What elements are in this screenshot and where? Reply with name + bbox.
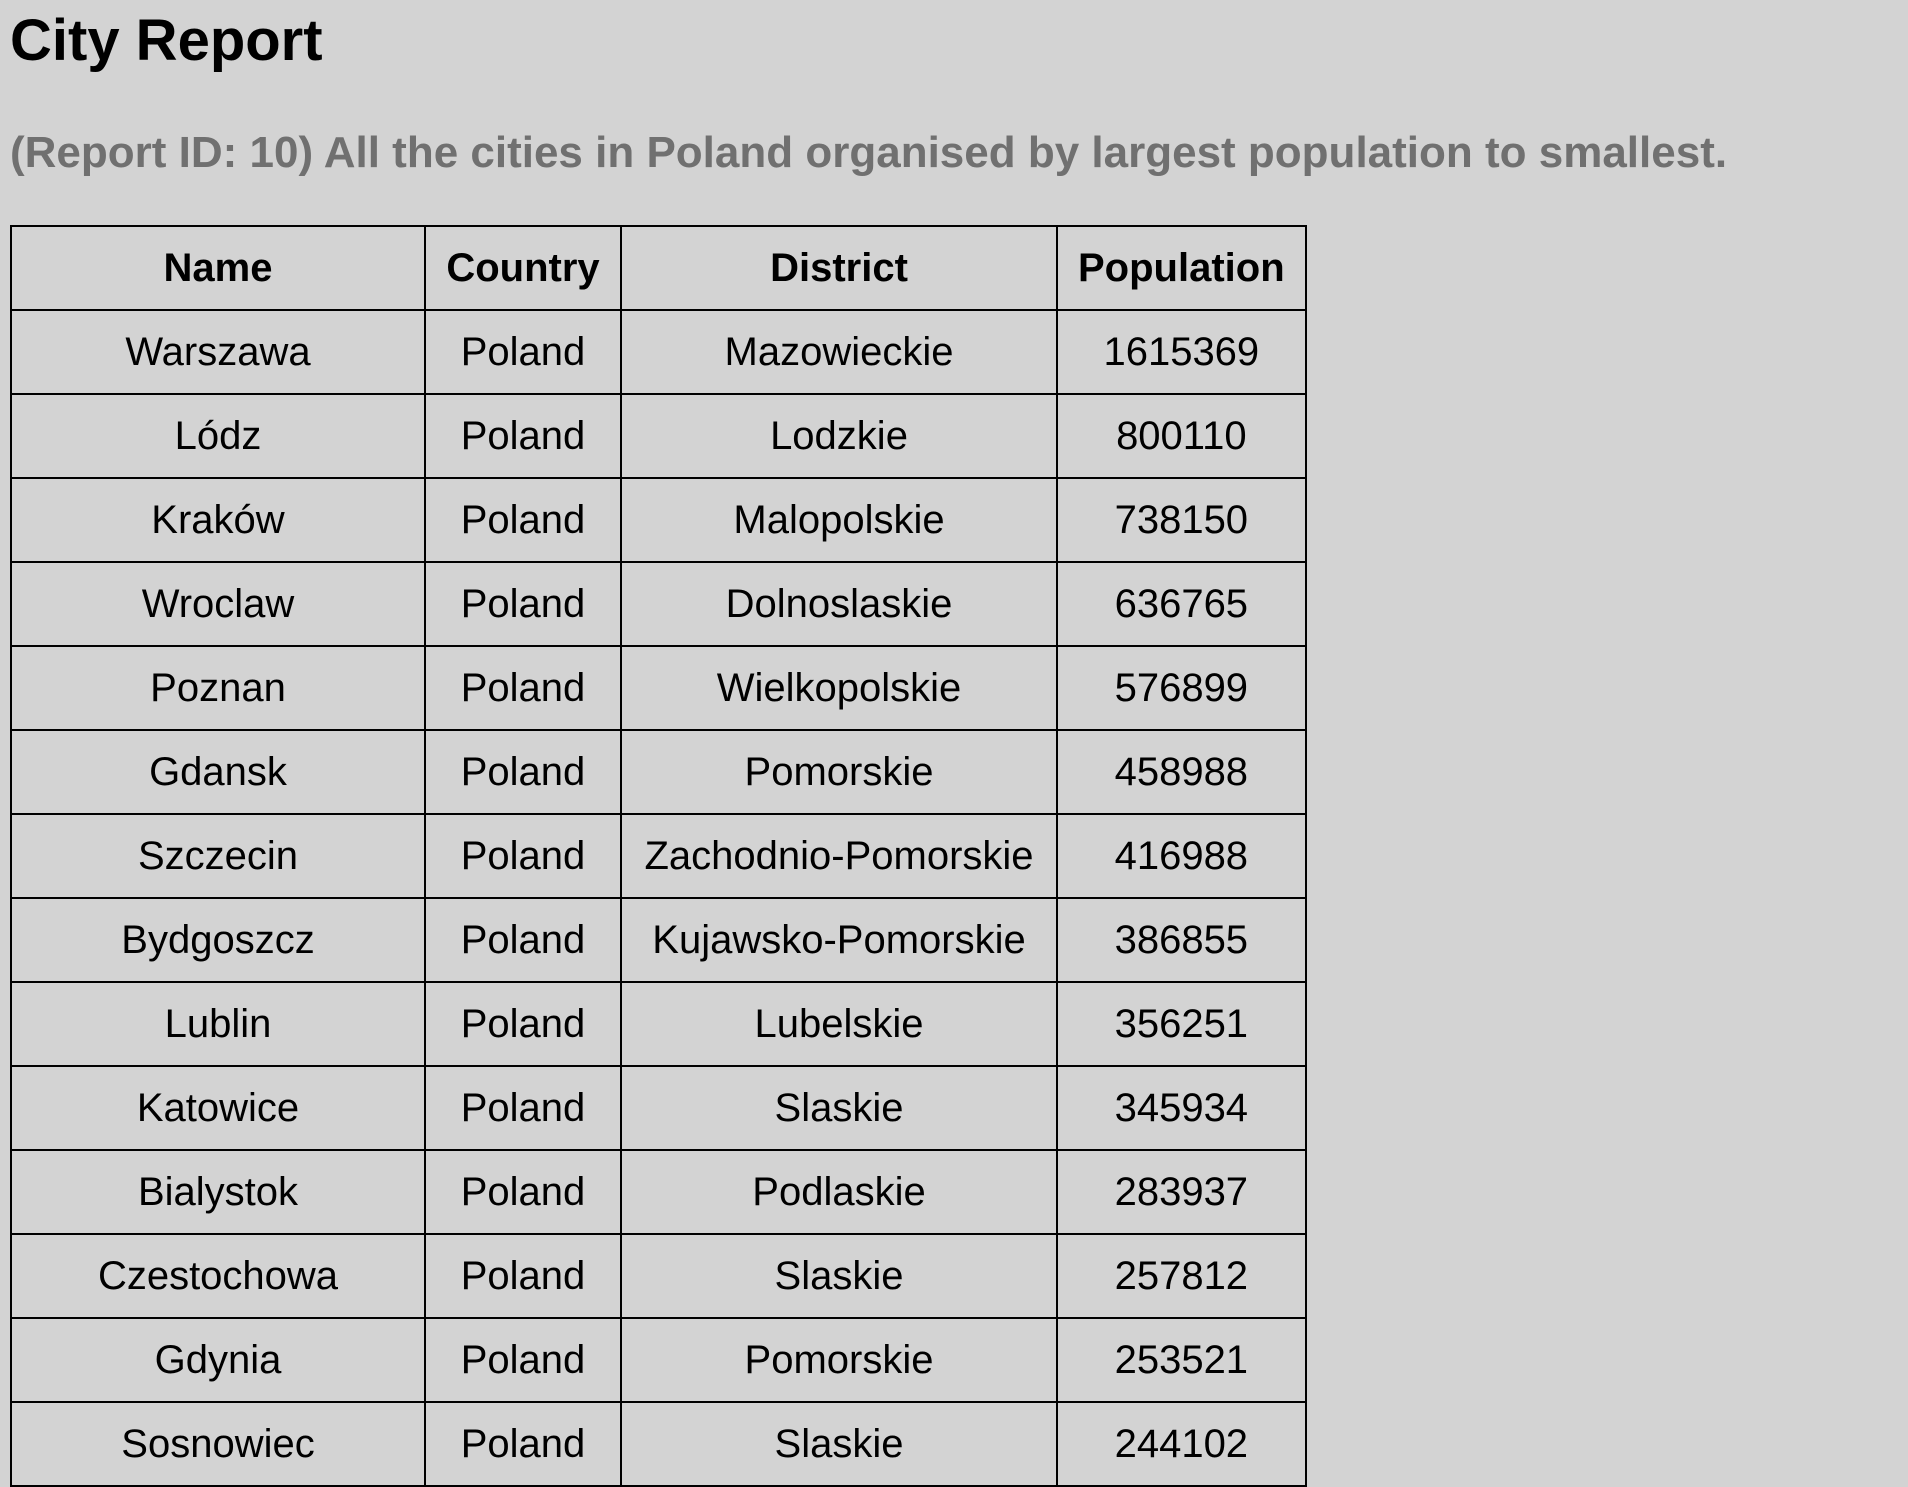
cell-name: Lódz [10, 393, 426, 479]
table-row: Bialystok Poland Podlaskie 283937 [10, 1149, 1307, 1235]
cell-country: Poland [424, 813, 622, 899]
table-row: Czestochowa Poland Slaskie 257812 [10, 1233, 1307, 1319]
cell-district: Slaskie [620, 1065, 1058, 1151]
cell-district: Kujawsko-Pomorskie [620, 897, 1058, 983]
cell-name: Warszawa [10, 309, 426, 395]
cell-population: 1615369 [1056, 309, 1307, 395]
cell-country: Poland [424, 1401, 622, 1487]
cell-name: Czestochowa [10, 1233, 426, 1319]
header-district: District [620, 225, 1058, 311]
cell-population: 738150 [1056, 477, 1307, 563]
header-name: Name [10, 225, 426, 311]
cell-district: Podlaskie [620, 1149, 1058, 1235]
cell-country: Poland [424, 309, 622, 395]
cell-name: Szczecin [10, 813, 426, 899]
cell-district: Pomorskie [620, 1317, 1058, 1403]
cell-population: 458988 [1056, 729, 1307, 815]
table-header-row: Name Country District Population [10, 225, 1307, 311]
header-country: Country [424, 225, 622, 311]
cell-country: Poland [424, 729, 622, 815]
cell-population: 253521 [1056, 1317, 1307, 1403]
table-row: Katowice Poland Slaskie 345934 [10, 1065, 1307, 1151]
cell-population: 356251 [1056, 981, 1307, 1067]
report-page: City Report (Report ID: 10) All the citi… [10, 0, 1900, 1487]
cell-country: Poland [424, 1065, 622, 1151]
cell-district: Lodzkie [620, 393, 1058, 479]
cell-population: 244102 [1056, 1401, 1307, 1487]
table-body: Warszawa Poland Mazowieckie 1615369 Lódz… [10, 309, 1307, 1487]
cell-country: Poland [424, 1149, 622, 1235]
cell-name: Sosnowiec [10, 1401, 426, 1487]
cell-name: Wroclaw [10, 561, 426, 647]
cell-population: 636765 [1056, 561, 1307, 647]
cell-population: 257812 [1056, 1233, 1307, 1319]
cell-district: Slaskie [620, 1233, 1058, 1319]
cell-population: 416988 [1056, 813, 1307, 899]
cell-country: Poland [424, 477, 622, 563]
cell-country: Poland [424, 981, 622, 1067]
cell-country: Poland [424, 897, 622, 983]
report-description: (Report ID: 10) All the cities in Poland… [10, 128, 1728, 177]
cell-population: 283937 [1056, 1149, 1307, 1235]
cell-name: Gdynia [10, 1317, 426, 1403]
table-row: Szczecin Poland Zachodnio-Pomorskie 4169… [10, 813, 1307, 899]
table-row: Warszawa Poland Mazowieckie 1615369 [10, 309, 1307, 395]
header-population: Population [1056, 225, 1307, 311]
cell-country: Poland [424, 645, 622, 731]
cell-district: Slaskie [620, 1401, 1058, 1487]
table-row: Poznan Poland Wielkopolskie 576899 [10, 645, 1307, 731]
cell-district: Wielkopolskie [620, 645, 1058, 731]
cell-name: Kraków [10, 477, 426, 563]
cell-name: Bydgoszcz [10, 897, 426, 983]
city-table: Name Country District Population Warszaw… [10, 225, 1307, 1487]
cell-name: Poznan [10, 645, 426, 731]
table-row: Kraków Poland Malopolskie 738150 [10, 477, 1307, 563]
cell-district: Malopolskie [620, 477, 1058, 563]
page-title: City Report [10, 8, 323, 73]
cell-country: Poland [424, 1233, 622, 1319]
cell-country: Poland [424, 561, 622, 647]
cell-name: Gdansk [10, 729, 426, 815]
cell-population: 576899 [1056, 645, 1307, 731]
cell-district: Dolnoslaskie [620, 561, 1058, 647]
cell-name: Bialystok [10, 1149, 426, 1235]
cell-population: 386855 [1056, 897, 1307, 983]
table-row: Lódz Poland Lodzkie 800110 [10, 393, 1307, 479]
table-row: Gdansk Poland Pomorskie 458988 [10, 729, 1307, 815]
cell-district: Pomorskie [620, 729, 1058, 815]
table-row: Lublin Poland Lubelskie 356251 [10, 981, 1307, 1067]
table-row: Bydgoszcz Poland Kujawsko-Pomorskie 3868… [10, 897, 1307, 983]
table-row: Gdynia Poland Pomorskie 253521 [10, 1317, 1307, 1403]
cell-district: Lubelskie [620, 981, 1058, 1067]
cell-country: Poland [424, 393, 622, 479]
cell-district: Mazowieckie [620, 309, 1058, 395]
cell-country: Poland [424, 1317, 622, 1403]
table-row: Wroclaw Poland Dolnoslaskie 636765 [10, 561, 1307, 647]
cell-district: Zachodnio-Pomorskie [620, 813, 1058, 899]
cell-name: Katowice [10, 1065, 426, 1151]
cell-name: Lublin [10, 981, 426, 1067]
cell-population: 345934 [1056, 1065, 1307, 1151]
table-row: Sosnowiec Poland Slaskie 244102 [10, 1401, 1307, 1487]
cell-population: 800110 [1056, 393, 1307, 479]
